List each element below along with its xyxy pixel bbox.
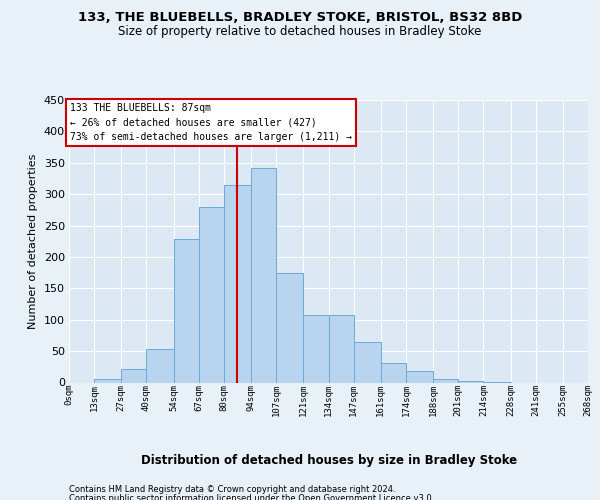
Bar	[121, 368, 146, 382]
Bar	[458, 381, 484, 382]
Bar	[146, 348, 173, 382]
Bar	[173, 240, 199, 382]
Bar	[251, 168, 276, 382]
Bar	[353, 342, 381, 382]
Bar	[276, 274, 304, 382]
Text: Distribution of detached houses by size in Bradley Stoke: Distribution of detached houses by size …	[141, 454, 517, 467]
Bar	[406, 371, 433, 382]
Y-axis label: Number of detached properties: Number of detached properties	[28, 154, 38, 329]
Text: Size of property relative to detached houses in Bradley Stoke: Size of property relative to detached ho…	[118, 25, 482, 38]
Bar	[199, 206, 224, 382]
Text: 133 THE BLUEBELLS: 87sqm
← 26% of detached houses are smaller (427)
73% of semi-: 133 THE BLUEBELLS: 87sqm ← 26% of detach…	[70, 103, 352, 142]
Bar	[304, 314, 329, 382]
Bar	[224, 184, 251, 382]
Bar	[381, 363, 406, 382]
Text: 133, THE BLUEBELLS, BRADLEY STOKE, BRISTOL, BS32 8BD: 133, THE BLUEBELLS, BRADLEY STOKE, BRIST…	[78, 11, 522, 24]
Bar	[94, 380, 121, 382]
Bar	[329, 314, 353, 382]
Text: Contains HM Land Registry data © Crown copyright and database right 2024.: Contains HM Land Registry data © Crown c…	[69, 485, 395, 494]
Text: Contains public sector information licensed under the Open Government Licence v3: Contains public sector information licen…	[69, 494, 434, 500]
Bar	[433, 378, 458, 382]
